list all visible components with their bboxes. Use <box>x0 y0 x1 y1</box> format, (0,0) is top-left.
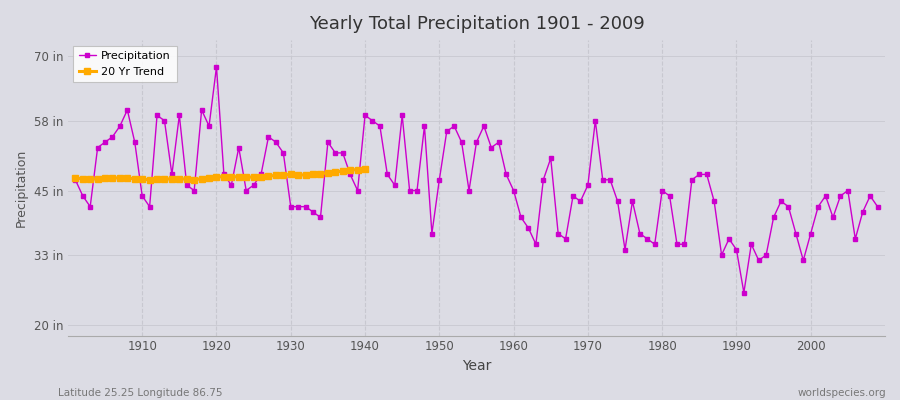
Precipitation <box>130 140 140 144</box>
20 Yr Trend <box>114 176 125 180</box>
Precipitation <box>345 172 356 177</box>
20 Yr Trend <box>85 177 95 182</box>
20 Yr Trend <box>315 172 326 176</box>
X-axis label: Year: Year <box>462 359 491 373</box>
20 Yr Trend <box>137 177 148 182</box>
20 Yr Trend <box>219 174 230 179</box>
20 Yr Trend <box>352 167 363 172</box>
20 Yr Trend <box>130 176 140 181</box>
20 Yr Trend <box>330 169 341 174</box>
20 Yr Trend <box>322 170 333 175</box>
Y-axis label: Precipitation: Precipitation <box>15 149 28 227</box>
20 Yr Trend <box>107 175 118 180</box>
20 Yr Trend <box>233 174 244 179</box>
Legend: Precipitation, 20 Yr Trend: Precipitation, 20 Yr Trend <box>74 46 176 82</box>
20 Yr Trend <box>285 172 296 177</box>
Precipitation <box>872 204 883 209</box>
20 Yr Trend <box>159 176 170 181</box>
Line: 20 Yr Trend: 20 Yr Trend <box>73 166 368 182</box>
20 Yr Trend <box>360 166 371 171</box>
Title: Yearly Total Precipitation 1901 - 2009: Yearly Total Precipitation 1901 - 2009 <box>309 15 644 33</box>
20 Yr Trend <box>256 174 266 179</box>
Precipitation <box>508 188 519 193</box>
20 Yr Trend <box>70 176 81 180</box>
Line: Precipitation: Precipitation <box>74 65 879 294</box>
Precipitation <box>70 177 81 182</box>
Precipitation <box>212 64 222 69</box>
20 Yr Trend <box>100 176 111 180</box>
Text: Latitude 25.25 Longitude 86.75: Latitude 25.25 Longitude 86.75 <box>58 388 223 398</box>
Precipitation <box>605 177 616 182</box>
20 Yr Trend <box>212 175 222 180</box>
20 Yr Trend <box>263 174 274 178</box>
20 Yr Trend <box>92 176 103 181</box>
Precipitation <box>739 290 750 295</box>
20 Yr Trend <box>271 173 282 178</box>
20 Yr Trend <box>122 176 132 180</box>
20 Yr Trend <box>345 168 356 172</box>
20 Yr Trend <box>144 177 155 182</box>
20 Yr Trend <box>278 172 289 177</box>
20 Yr Trend <box>301 172 311 177</box>
20 Yr Trend <box>248 175 259 180</box>
20 Yr Trend <box>152 177 163 182</box>
20 Yr Trend <box>241 175 252 180</box>
20 Yr Trend <box>166 177 177 182</box>
Text: worldspecies.org: worldspecies.org <box>798 388 886 398</box>
Precipitation <box>301 204 311 209</box>
20 Yr Trend <box>77 176 88 181</box>
20 Yr Trend <box>292 172 303 177</box>
20 Yr Trend <box>189 177 200 182</box>
20 Yr Trend <box>338 169 348 174</box>
20 Yr Trend <box>174 176 184 181</box>
20 Yr Trend <box>308 172 319 177</box>
Precipitation <box>516 215 526 220</box>
20 Yr Trend <box>196 176 207 181</box>
20 Yr Trend <box>203 176 214 180</box>
20 Yr Trend <box>182 177 193 182</box>
20 Yr Trend <box>226 175 237 180</box>
